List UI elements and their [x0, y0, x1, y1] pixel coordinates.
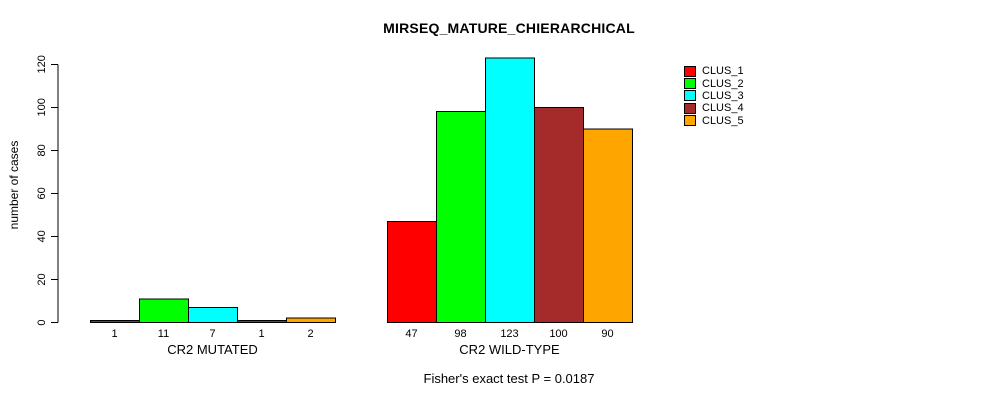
- bar-value-label: 11: [158, 328, 169, 340]
- y-tick-label-20: 20: [36, 273, 48, 285]
- bar-clus_1-cr2-mutated: [90, 319, 140, 323]
- bar-value-label: 47: [405, 328, 417, 340]
- bar-clus_2-cr2-mutated: [139, 298, 189, 323]
- x-group-label-cr2-mutated: CR2 MUTATED: [167, 342, 258, 357]
- legend-swatch-clus_2: [684, 78, 696, 90]
- legend-item-clus_4: CLUS_4: [684, 102, 744, 114]
- bar-value-label: 100: [549, 328, 567, 340]
- legend-swatch-clus_4: [684, 102, 696, 114]
- bar-clus_4-cr2-wild-type: [534, 106, 584, 323]
- bar-clus_1-cr2-wild-type: [387, 220, 437, 323]
- bar-value-label: 7: [209, 328, 215, 340]
- x-group-label-cr2-wild-type: CR2 WILD-TYPE: [459, 342, 560, 357]
- bar-clus_3-cr2-wild-type: [485, 57, 535, 324]
- bar-clus_5-cr2-mutated: [286, 317, 336, 324]
- y-tick-label-0: 0: [36, 319, 48, 325]
- y-axis-title: number of cases: [7, 140, 21, 230]
- bar-value-label: 2: [307, 328, 313, 340]
- y-tick-label-40: 40: [36, 230, 48, 242]
- legend-label: CLUS_4: [702, 102, 744, 115]
- y-tick-label-100: 100: [36, 98, 48, 116]
- legend-label: CLUS_5: [702, 114, 744, 127]
- bar-clus_2-cr2-wild-type: [436, 111, 486, 323]
- bar-clus_3-cr2-mutated: [188, 306, 238, 323]
- y-tick-label-80: 80: [36, 144, 48, 156]
- bar-value-label: 123: [500, 328, 518, 340]
- bar-value-label: 1: [111, 328, 117, 340]
- y-tick-label-60: 60: [36, 187, 48, 199]
- legend-item-clus_2: CLUS_2: [684, 77, 744, 90]
- y-tick-label-120: 120: [36, 55, 48, 73]
- legend-label: CLUS_2: [702, 77, 744, 90]
- legend-swatch-clus_1: [684, 65, 696, 77]
- legend-item-clus_1: CLUS_1: [684, 65, 744, 77]
- legend-swatch-clus_5: [684, 115, 696, 127]
- legend-label: CLUS_3: [702, 89, 744, 102]
- legend: CLUS_1 CLUS_2 CLUS_3 CLUS_4 CLUS_5: [684, 65, 744, 127]
- caption-fishers-test-pvalue: Fisher's exact test P = 0.0187: [423, 371, 595, 386]
- chart-title: MIRSEQ_MATURE_CHIERARCHICAL: [383, 20, 635, 36]
- legend-item-clus_5: CLUS_5: [684, 115, 744, 127]
- bar-value-label: 98: [454, 328, 466, 340]
- legend-item-clus_3: CLUS_3: [684, 90, 744, 102]
- bar-value-label: 90: [601, 328, 613, 340]
- bar-value-label: 1: [258, 328, 264, 340]
- legend-swatch-clus_3: [684, 90, 696, 102]
- bar-clus_5-cr2-wild-type: [583, 128, 633, 323]
- bar-clus_4-cr2-mutated: [237, 319, 287, 323]
- legend-label: CLUS_1: [702, 65, 744, 78]
